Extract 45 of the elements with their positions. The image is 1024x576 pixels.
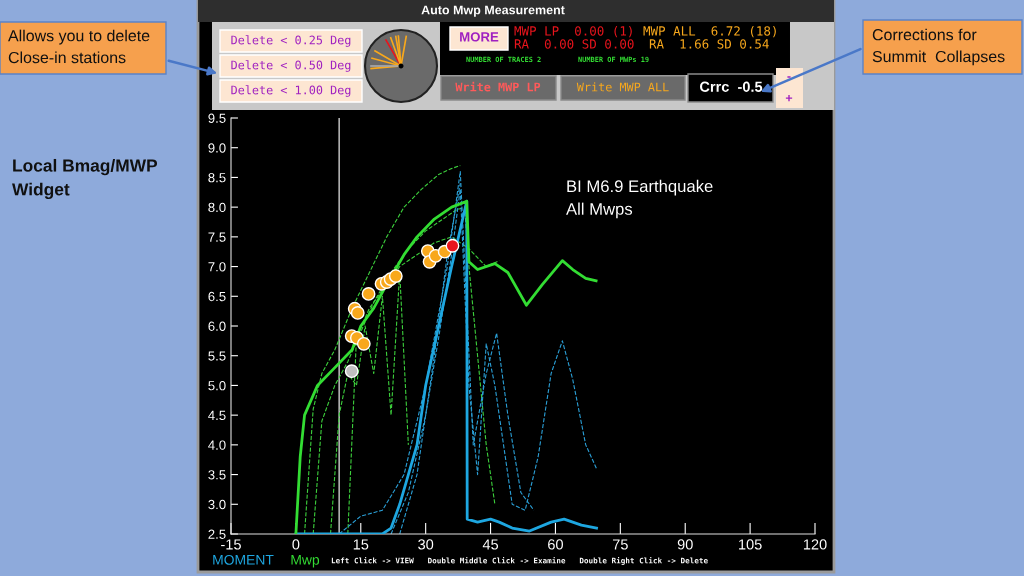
y-tick-label: 5.0 [208, 381, 226, 391]
text: Corrections for Summit Collapses [872, 28, 1005, 66]
y-tick-label: 3.5 [208, 470, 226, 480]
y-tick-label: 9.0 [208, 143, 226, 153]
x-tick-label: 90 [677, 539, 693, 550]
y-tick-label: 8.0 [208, 202, 226, 213]
x-tick-label: 120 [803, 539, 827, 550]
text: - [787, 76, 791, 78]
x-tick-label: 105 [739, 539, 762, 550]
x-tick-label: 45 [482, 539, 499, 550]
annotation: BI M6.9 Earthquake All Mwps [566, 179, 713, 219]
y-tick-label: 9.5 [208, 113, 226, 123]
text: MOMENT [213, 554, 274, 565]
x-tick-label: 15 [353, 539, 369, 550]
text: + [785, 94, 793, 102]
y-tick-label: 6.5 [208, 291, 226, 302]
series-label: Mwp [291, 555, 320, 568]
text: Write MWP LP [455, 81, 541, 92]
x-tick-label: 30 [418, 539, 434, 550]
text: MWP ALL 6.72 (18) [643, 26, 776, 38]
y-tick-label: 8.5 [208, 173, 226, 183]
y-tick-label: 6.0 [208, 321, 226, 331]
x-tick-label: 75 [612, 539, 628, 550]
text: Auto Mwp Measurement [421, 5, 565, 17]
y-tick-label: 3.0 [208, 499, 226, 510]
y-tick-label: 4.0 [208, 440, 226, 450]
text: RA 0.00 SD 0.00 [514, 39, 634, 49]
text: MWP LP 0.00 (1) [514, 26, 632, 38]
y-tick-label: 4.5 [208, 410, 226, 421]
x-tick-label: 0 [292, 539, 300, 550]
x-tick-label: -15 [221, 539, 241, 550]
y-tick-label: 7.5 [208, 232, 226, 242]
text: Delete < 1.00 Deg [231, 85, 351, 97]
y-tick-label: 5.5 [208, 351, 226, 361]
y-tick-label: 7.0 [208, 262, 226, 272]
y-tick-label: 2.5 [208, 529, 226, 539]
text: MORE [460, 32, 499, 42]
text: Allows you to delete Close-in stations [8, 29, 150, 64]
text: Local Bmag/MWP Widget [12, 158, 158, 200]
x-tick-label: 60 [548, 539, 563, 550]
text: Delete < 0.25 Deg [231, 35, 351, 47]
text: Write MWP ALL [576, 82, 669, 92]
text: Crrc -0.5 [699, 81, 763, 92]
text: RA 1.66 SD 0.54 [649, 39, 769, 49]
text: Delete < 0.50 Deg [231, 60, 351, 72]
